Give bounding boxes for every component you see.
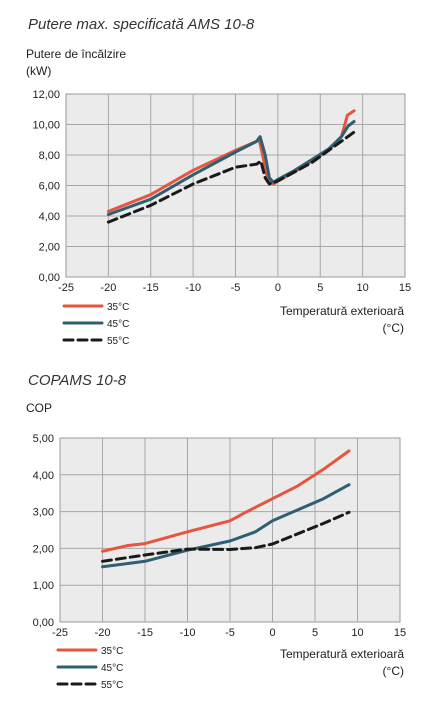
chart2-y-axis-label: COP bbox=[26, 400, 52, 417]
chart2-ytick-label-5: 5,00 bbox=[33, 433, 54, 445]
chart1-y-axis-label-line2: (kW) bbox=[26, 64, 52, 78]
chart2-ytick-label-3: 3,00 bbox=[33, 507, 54, 519]
chart2-xtick-label-8: 15 bbox=[394, 627, 406, 639]
chart1-x-axis-label-line1: Temperatură exterioară bbox=[279, 304, 404, 318]
chart2-y-axis-label-line1: COP bbox=[26, 401, 53, 415]
chart2-title: COPAMS 10-8 bbox=[28, 372, 127, 389]
chart1-x-axis-label-line2: (°C) bbox=[382, 321, 404, 335]
chart2-xtick-label-3: -10 bbox=[180, 627, 196, 639]
chart2-ytick-label-4: 4,00 bbox=[33, 470, 54, 482]
chart1-ytick-label-6: 12,00 bbox=[32, 89, 60, 101]
chart1-xtick-label-5: 0 bbox=[275, 282, 281, 294]
chart1-legend-label-1: 45°C bbox=[107, 319, 129, 330]
chart1-xtick-label-2: -15 bbox=[143, 282, 159, 294]
chart1-ytick-label-5: 10,00 bbox=[32, 120, 60, 132]
chart1-ytick-label-0: 0,00 bbox=[39, 272, 60, 284]
chart1-xtick-label-7: 10 bbox=[357, 282, 369, 294]
chart2-xtick-label-7: 10 bbox=[351, 627, 363, 639]
chart1-xtick-label-6: 5 bbox=[317, 282, 323, 294]
chart2-xtick-label-6: 5 bbox=[312, 627, 318, 639]
chart1-legend-label-0: 35°C bbox=[107, 302, 129, 313]
chart1-legend-label-2: 55°C bbox=[107, 336, 129, 347]
chart1-y-axis-label: Putere de încălzire (kW) bbox=[26, 46, 126, 80]
chart1-ytick-label-4: 8,00 bbox=[39, 150, 60, 162]
chart1-xtick-label-3: -10 bbox=[185, 282, 201, 294]
chart1-xtick-label-0: -25 bbox=[58, 282, 74, 294]
chart1-xtick-label-1: -20 bbox=[100, 282, 116, 294]
chart2-legend-label-1: 45°C bbox=[101, 663, 123, 674]
chart1-ytick-label-2: 4,00 bbox=[39, 211, 60, 223]
chart2-x-axis-label: Temperatură exterioară (°C) bbox=[280, 646, 404, 680]
chart2-xtick-label-2: -15 bbox=[137, 627, 153, 639]
chart1-ytick-label-1: 2,00 bbox=[39, 242, 60, 254]
chart2-series-line-0 bbox=[101, 449, 351, 553]
chart2-legend-label-0: 35°C bbox=[101, 646, 123, 657]
chart2-xtick-label-4: -5 bbox=[225, 627, 235, 639]
chart2-xtick-label-1: -20 bbox=[95, 627, 111, 639]
chart2-x-axis-label-line1: Temperatură exterioară bbox=[279, 647, 404, 661]
chart2-ytick-label-0: 0,00 bbox=[33, 617, 54, 629]
chart1-title: Putere max. specificată AMS 10-8 bbox=[28, 16, 255, 33]
chart1-y-axis-label-line1: Putere de încălzire bbox=[26, 47, 127, 61]
chart1-xtick-label-8: 15 bbox=[399, 282, 411, 294]
chart2-ytick-label-2: 2,00 bbox=[33, 543, 54, 555]
chart2-xtick-label-5: 0 bbox=[269, 627, 275, 639]
chart2-xtick-label-0: -25 bbox=[52, 627, 68, 639]
chart2-series-line-1 bbox=[101, 483, 351, 569]
chart1-x-axis-label: Temperatură exterioară (°C) bbox=[280, 303, 404, 337]
chart2-ytick-label-1: 1,00 bbox=[33, 580, 54, 592]
chart1-series-line-1 bbox=[106, 120, 356, 216]
chart2-legend-label-2: 55°C bbox=[101, 680, 123, 691]
chart1-series-line-2 bbox=[106, 130, 356, 224]
chart1-ytick-label-3: 6,00 bbox=[39, 181, 60, 193]
chart1-xtick-label-4: -5 bbox=[231, 282, 241, 294]
chart2-x-axis-label-line2: (°C) bbox=[382, 664, 404, 678]
chart2-series-line-2 bbox=[101, 510, 351, 563]
